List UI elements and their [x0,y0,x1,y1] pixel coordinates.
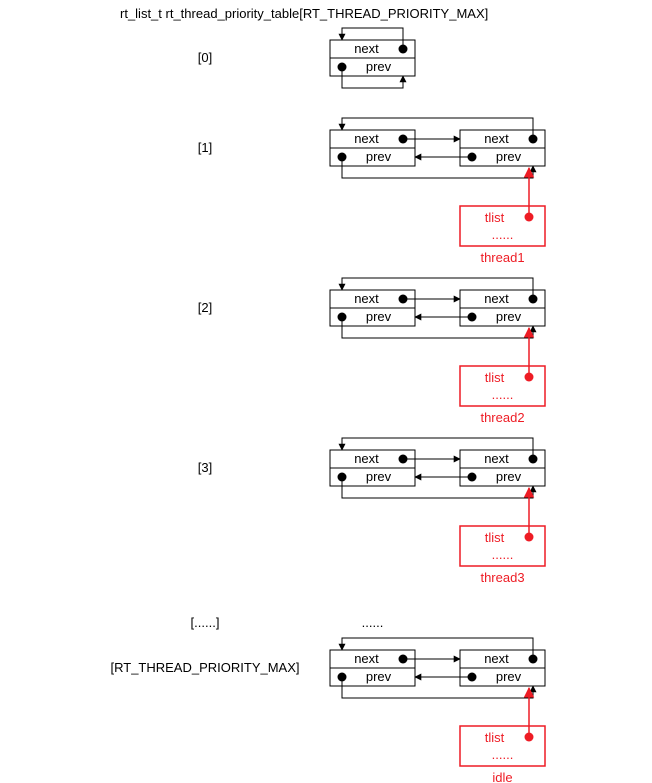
svg-text:prev: prev [496,309,522,324]
svg-text:tlist: tlist [485,210,505,225]
svg-text:prev: prev [366,469,392,484]
svg-text:next: next [484,131,509,146]
svg-text:prev: prev [496,669,522,684]
list-node: next prev [460,290,545,326]
svg-text:tlist: tlist [485,730,505,745]
row-index: [2] [198,300,212,315]
svg-text:......: ...... [492,387,514,402]
thread-label: thread1 [480,250,524,265]
thread-box: tlist...... idle [460,726,545,783]
svg-text:next: next [484,451,509,466]
svg-text:prev: prev [366,59,392,74]
row-index: [RT_THREAD_PRIORITY_MAX] [110,660,299,675]
svg-text:next: next [354,41,379,56]
list-node: next prev [460,450,545,486]
svg-text:prev: prev [366,669,392,684]
thread-label: idle [492,770,512,783]
row-index: [0] [198,50,212,65]
row-index: [......] [191,615,220,630]
list-node: next prev [460,650,545,686]
thread-box: tlist...... thread3 [460,526,545,585]
svg-text:......: ...... [492,747,514,762]
diagram-title: rt_list_t rt_thread_priority_table[RT_TH… [120,6,488,21]
svg-text:next: next [354,651,379,666]
svg-text:......: ...... [492,547,514,562]
thread-label: thread2 [480,410,524,425]
ellipsis: ...... [362,615,384,630]
list-node: next prev [330,290,415,326]
svg-text:next: next [354,131,379,146]
svg-text:next: next [484,651,509,666]
svg-text:......: ...... [492,227,514,242]
svg-text:prev: prev [496,469,522,484]
svg-text:prev: prev [366,149,392,164]
svg-text:next: next [354,451,379,466]
thread-box: tlist...... thread1 [460,206,545,265]
list-node: next prev [330,40,415,76]
svg-text:next: next [484,291,509,306]
svg-text:prev: prev [496,149,522,164]
list-node: next prev [460,130,545,166]
thread-label: thread3 [480,570,524,585]
svg-text:prev: prev [366,309,392,324]
list-node: next prev [330,130,415,166]
svg-text:next: next [354,291,379,306]
linked-list-diagram: rt_list_t rt_thread_priority_table[RT_TH… [0,0,652,783]
row-index: [3] [198,460,212,475]
row-index: [1] [198,140,212,155]
svg-text:tlist: tlist [485,530,505,545]
list-node: next prev [330,450,415,486]
list-node: next prev [330,650,415,686]
svg-text:tlist: tlist [485,370,505,385]
thread-box: tlist...... thread2 [460,366,545,425]
